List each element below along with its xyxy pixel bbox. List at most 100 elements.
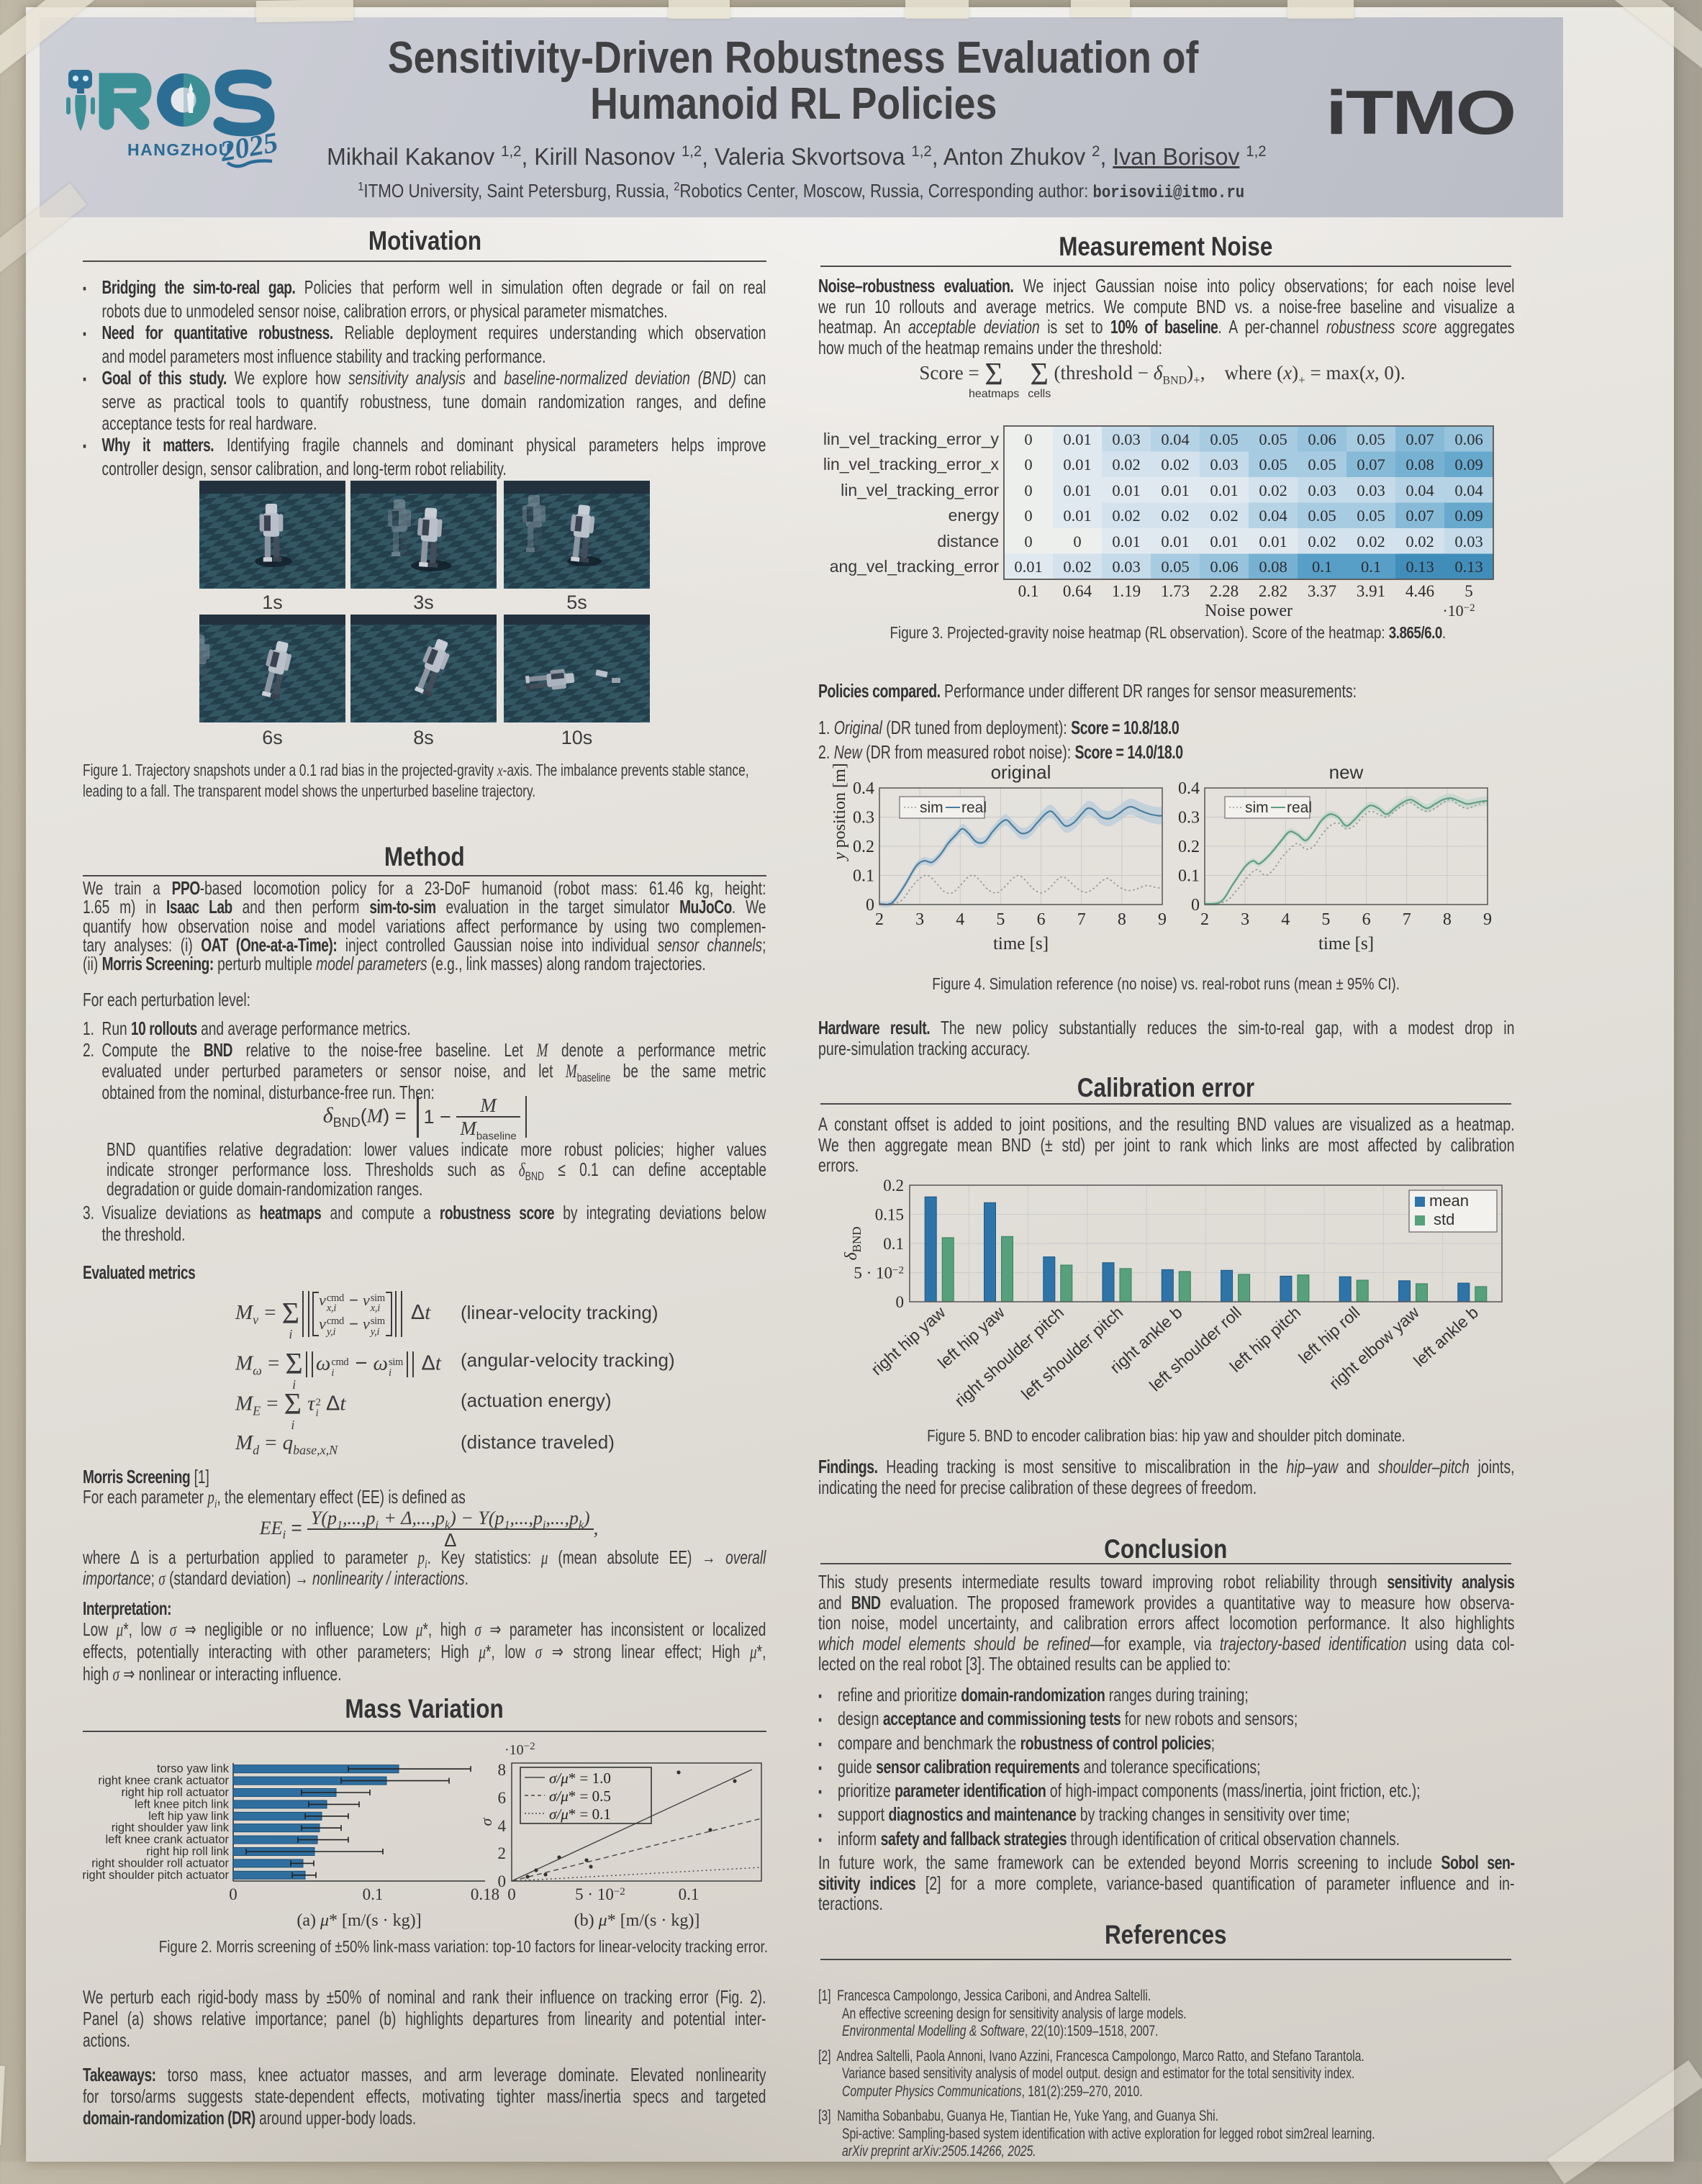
svg-text:0.1: 0.1	[853, 867, 874, 886]
svg-text:0.02: 0.02	[1405, 533, 1434, 550]
svg-text:8: 8	[1443, 910, 1452, 929]
svg-text:4: 4	[956, 910, 964, 929]
svg-text:0.01: 0.01	[1210, 533, 1238, 550]
svg-text:0.09: 0.09	[1454, 456, 1483, 473]
svg-text:right hip roll link: right hip roll link	[146, 1845, 229, 1858]
svg-text:0.02: 0.02	[1063, 558, 1091, 576]
svg-text:·10−2: ·10−2	[504, 1741, 535, 1758]
svg-text:0.09: 0.09	[1454, 507, 1483, 525]
svg-text:lin_vel_tracking_error_x: lin_vel_tracking_error_x	[823, 455, 1000, 473]
svg-text:·10−2: ·10−2	[1442, 602, 1475, 620]
svg-text:3: 3	[1241, 910, 1249, 929]
svg-text:2: 2	[875, 910, 884, 929]
svg-text:0.1: 0.1	[1361, 558, 1381, 576]
svg-text:0.1: 0.1	[679, 1885, 700, 1903]
svg-text:left hip yaw link: left hip yaw link	[148, 1810, 230, 1823]
svg-text:time [s]: time [s]	[1318, 934, 1374, 953]
svg-text:right shoulder pitch actuator: right shoulder pitch actuator	[83, 1869, 229, 1882]
svg-text:0.3: 0.3	[853, 809, 874, 828]
svg-text:0: 0	[229, 1885, 237, 1903]
svg-text:7: 7	[1403, 910, 1411, 929]
svg-text:σ/μ* = 0.5: σ/μ* = 0.5	[549, 1787, 611, 1805]
svg-text:0.03: 0.03	[1357, 481, 1385, 499]
svg-text:0.01: 0.01	[1063, 430, 1091, 448]
svg-text:0.02: 0.02	[1161, 507, 1189, 525]
svg-text:0: 0	[1024, 481, 1032, 499]
svg-text:9: 9	[1483, 910, 1492, 929]
svg-text:0.02: 0.02	[1210, 507, 1238, 525]
svg-text:5: 5	[996, 910, 1005, 929]
svg-text:4.46: 4.46	[1405, 582, 1434, 600]
svg-text:right shoulder yaw link: right shoulder yaw link	[112, 1821, 230, 1834]
svg-text:5 · 10−2: 5 · 10−2	[575, 1885, 625, 1903]
svg-text:0.4: 0.4	[853, 779, 874, 798]
svg-text:0: 0	[1024, 533, 1032, 550]
svg-text:0.2: 0.2	[853, 838, 874, 856]
svg-text:0.02: 0.02	[1112, 456, 1140, 473]
svg-text:sim: sim	[1245, 799, 1269, 816]
svg-text:original: original	[991, 763, 1051, 783]
svg-text:Noise power: Noise power	[1205, 602, 1293, 620]
svg-text:8: 8	[498, 1761, 507, 1779]
svg-text:2.82: 2.82	[1259, 582, 1287, 600]
svg-text:δBND: δBND	[842, 1226, 864, 1260]
svg-text:0.05: 0.05	[1308, 456, 1336, 473]
svg-text:ang_vel_tracking_error: ang_vel_tracking_error	[830, 557, 1000, 576]
svg-text:0.05: 0.05	[1259, 456, 1287, 473]
svg-text:0.04: 0.04	[1405, 481, 1434, 499]
svg-text:0.01: 0.01	[1112, 481, 1140, 499]
svg-text:0.01: 0.01	[1259, 533, 1287, 550]
svg-text:right hip yaw: right hip yaw	[867, 1302, 949, 1379]
svg-text:0.03: 0.03	[1308, 481, 1336, 499]
svg-text:left shoulder pitch: left shoulder pitch	[1018, 1302, 1126, 1403]
svg-text:0.01: 0.01	[1161, 533, 1189, 550]
svg-text:0.13: 0.13	[1454, 558, 1483, 576]
svg-text:0.05: 0.05	[1357, 430, 1385, 448]
svg-text:2.28: 2.28	[1210, 582, 1239, 600]
svg-text:5 · 10−2: 5 · 10−2	[854, 1264, 904, 1282]
svg-text:0.04: 0.04	[1259, 507, 1287, 525]
svg-text:torso yaw link: torso yaw link	[157, 1762, 230, 1775]
svg-text:3.37: 3.37	[1308, 582, 1336, 600]
svg-text:0.4: 0.4	[1178, 779, 1200, 798]
svg-text:0.1: 0.1	[883, 1235, 904, 1253]
svg-text:6: 6	[1037, 910, 1046, 929]
svg-text:7: 7	[1077, 910, 1086, 929]
svg-text:0.02: 0.02	[1161, 456, 1189, 473]
svg-text:right shoulder roll actuator: right shoulder roll actuator	[91, 1857, 229, 1870]
svg-text:right knee crank actuator: right knee crank actuator	[98, 1775, 229, 1787]
svg-text:0.06: 0.06	[1308, 430, 1336, 448]
svg-text:0.06: 0.06	[1454, 430, 1483, 448]
svg-text:0.03: 0.03	[1454, 533, 1483, 550]
svg-text:0.1: 0.1	[1312, 558, 1332, 576]
svg-text:0: 0	[896, 1293, 905, 1311]
svg-text:0.05: 0.05	[1357, 507, 1385, 525]
svg-text:0.02: 0.02	[1112, 507, 1140, 525]
svg-text:0.01: 0.01	[1014, 558, 1042, 576]
svg-text:0.01: 0.01	[1161, 481, 1189, 499]
svg-text:0.02: 0.02	[1308, 533, 1336, 550]
svg-text:0.02: 0.02	[1357, 533, 1385, 550]
svg-text:0.1: 0.1	[363, 1885, 384, 1903]
svg-text:0.07: 0.07	[1357, 456, 1385, 473]
svg-text:0.2: 0.2	[1178, 838, 1200, 856]
svg-text:1.73: 1.73	[1161, 582, 1190, 600]
svg-text:0.03: 0.03	[1210, 456, 1238, 473]
svg-text:5: 5	[1465, 582, 1473, 600]
svg-text:sim: sim	[920, 799, 943, 816]
svg-text:4: 4	[498, 1817, 507, 1835]
svg-text:0.15: 0.15	[875, 1206, 904, 1224]
svg-text:0.02: 0.02	[1259, 481, 1287, 499]
svg-text:0.01: 0.01	[1063, 481, 1091, 499]
svg-text:mean: mean	[1429, 1192, 1469, 1210]
svg-text:0: 0	[507, 1885, 516, 1903]
svg-text:real: real	[1287, 799, 1312, 816]
svg-text:(a) μ* [m/(s · kg)]: (a) μ* [m/(s · kg)]	[297, 1911, 421, 1930]
svg-text:0: 0	[1191, 896, 1200, 915]
svg-text:0.04: 0.04	[1454, 481, 1483, 499]
svg-text:3: 3	[915, 910, 924, 929]
svg-text:9: 9	[1158, 910, 1167, 929]
svg-text:6: 6	[498, 1789, 507, 1807]
svg-text:0.2: 0.2	[883, 1177, 904, 1195]
svg-text:σ/μ* = 1.0: σ/μ* = 1.0	[549, 1770, 611, 1787]
